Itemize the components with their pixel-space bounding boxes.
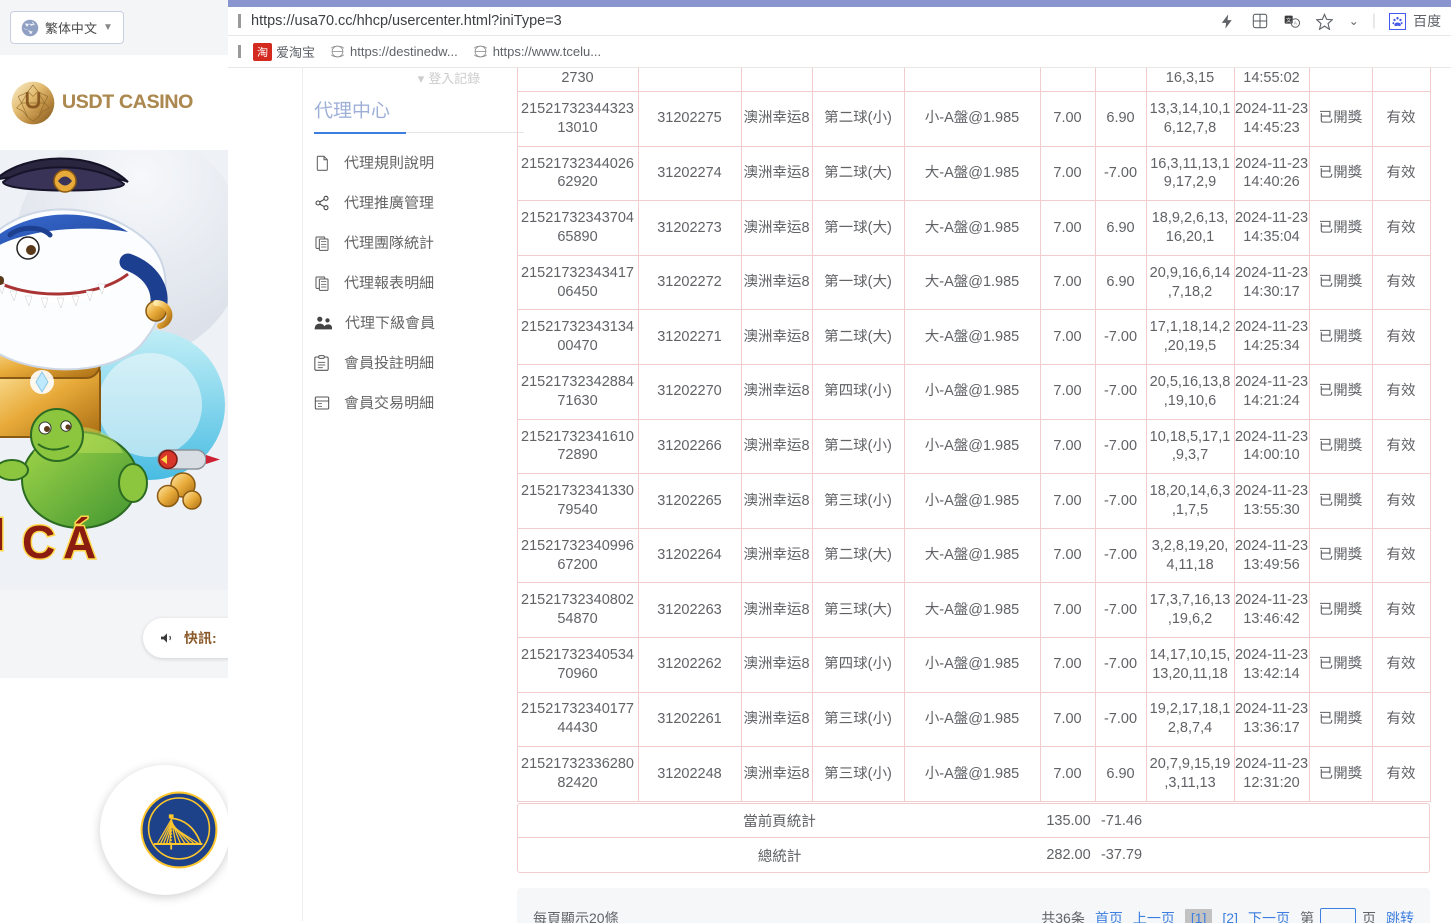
svg-text:A: A	[1294, 21, 1298, 26]
svg-text:N: N	[0, 508, 5, 560]
svg-text:C: C	[22, 516, 55, 568]
svg-text:Casino: Casino	[27, 111, 40, 116]
svg-text:Á: Á	[63, 516, 96, 568]
